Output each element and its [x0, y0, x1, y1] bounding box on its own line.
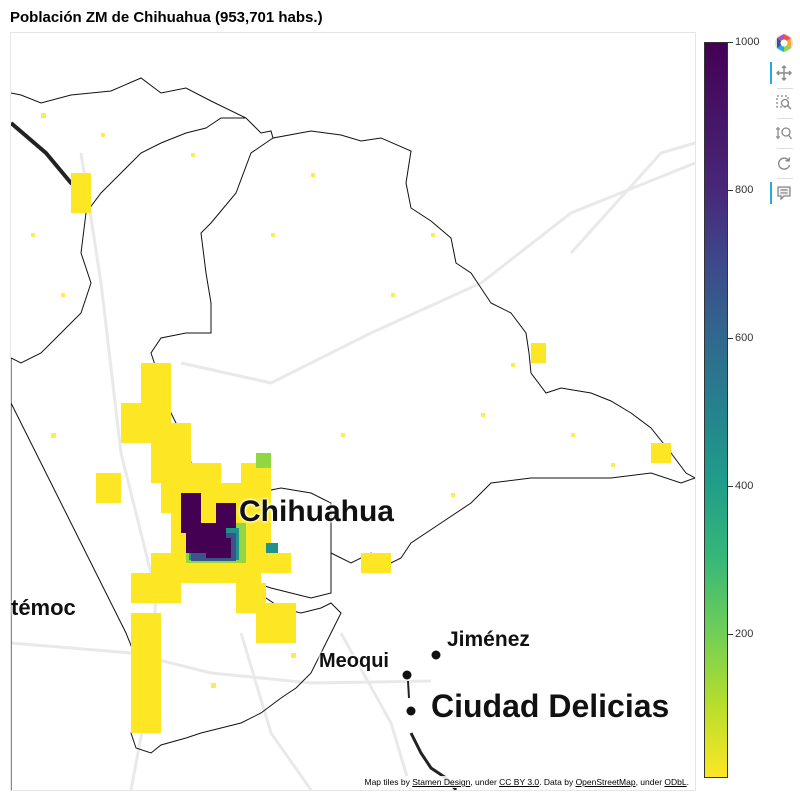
colorbar-tick-label: 1000: [735, 36, 760, 48]
reset-icon[interactable]: [770, 150, 798, 176]
colorbar-tick-label: 800: [735, 184, 754, 196]
label-chihuahua: Chihuahua: [239, 495, 394, 528]
population-raster: [31, 113, 671, 733]
colorbar-tick-label: 400: [735, 480, 754, 492]
hover-icon[interactable]: [770, 180, 798, 206]
colorbar-tick: [728, 42, 733, 43]
label-meoqui: Meoqui: [319, 650, 389, 672]
attribution-text: , under: [635, 777, 665, 787]
attribution-text: , under: [470, 777, 500, 787]
attribution-osm-link[interactable]: OpenStreetMap: [575, 777, 636, 787]
attribution-ccby-link[interactable]: CC BY 3.0: [499, 777, 540, 787]
attribution-text: . Data by: [539, 777, 576, 787]
map-canvas[interactable]: Chihuahua témoc Jiménez Meoqui Ciudad De…: [10, 32, 696, 791]
attribution-text: .: [686, 777, 689, 787]
toolbar-separator: [777, 88, 793, 89]
toolbar-separator: [777, 178, 793, 179]
attribution-text: Map tiles by: [364, 777, 413, 787]
attribution-odbl-link[interactable]: ODbL: [664, 777, 687, 787]
label-ciudad-delicias: Ciudad Delicias: [431, 688, 670, 724]
box-zoom-icon[interactable]: [770, 90, 798, 116]
colorbar-tick: [728, 486, 733, 487]
toolbar-separator: [777, 118, 793, 119]
map-layer: [11, 77, 695, 790]
colorbar-tick: [728, 634, 733, 635]
attribution-stamen-link[interactable]: Stamen Design: [412, 777, 471, 787]
bokeh-logo-icon[interactable]: [770, 30, 798, 56]
label-jimenez: Jiménez: [447, 628, 530, 651]
colorbar-tick-label: 200: [735, 628, 754, 640]
page-title: Población ZM de Chihuahua (953,701 habs.…: [10, 9, 323, 26]
map-attribution: Map tiles by Stamen Design, under CC BY …: [362, 776, 691, 788]
colorbar: [704, 42, 728, 778]
pan-icon[interactable]: [770, 60, 798, 86]
railway-segment: [407, 680, 410, 699]
toolbar-separator: [777, 148, 793, 149]
colorbar-tick: [728, 190, 733, 191]
colorbar-tick-label: 600: [735, 332, 754, 344]
wheel-zoom-icon[interactable]: [770, 120, 798, 146]
colorbar-tick: [728, 338, 733, 339]
label-cuauhtemoc: témoc: [11, 595, 76, 620]
